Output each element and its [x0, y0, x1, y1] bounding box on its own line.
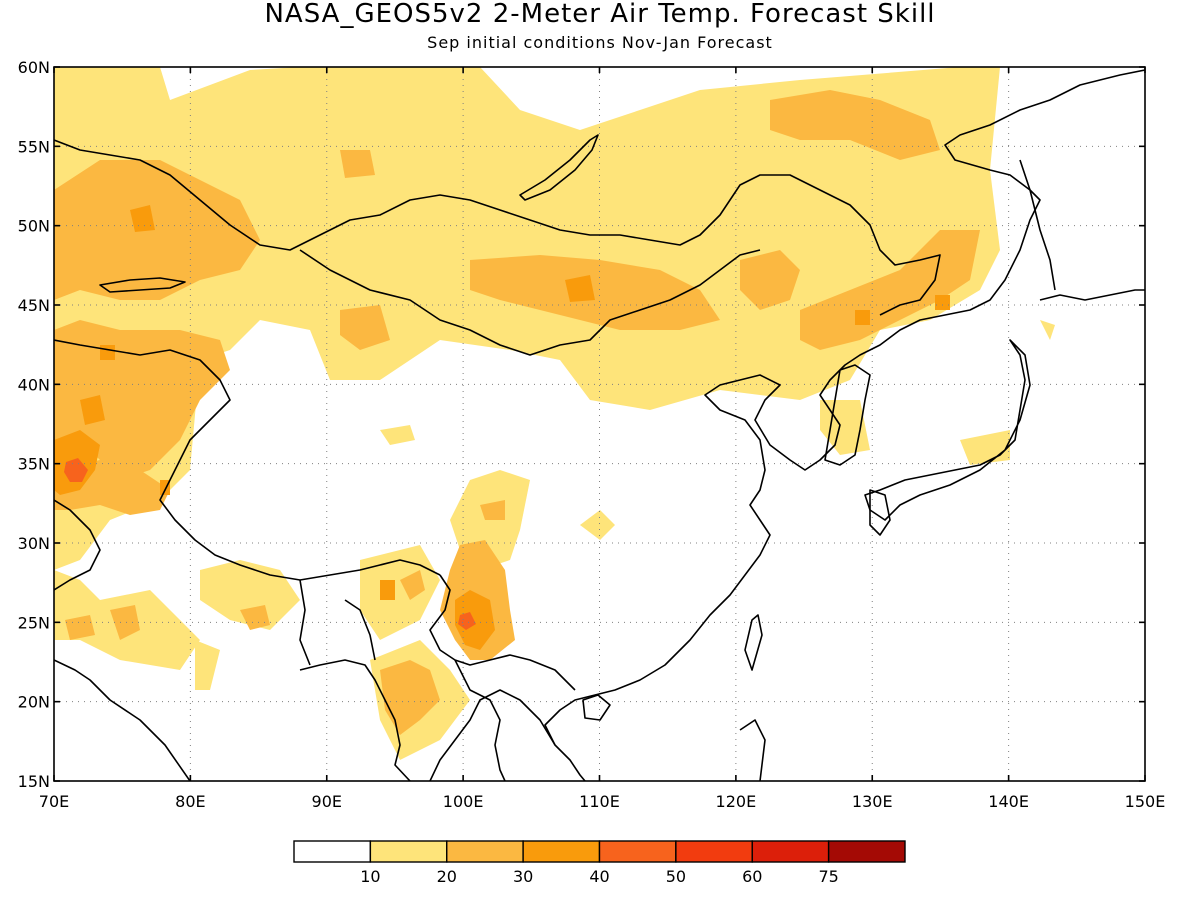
colorbar-swatch: [827, 840, 906, 863]
lon-label: 150E: [1125, 792, 1166, 811]
colorbar-swatch: [522, 840, 601, 863]
lon-label: 120E: [716, 792, 757, 811]
lake-baikal: [519, 134, 599, 201]
lat-label: 25N: [18, 613, 50, 632]
border-himalaya: [429, 574, 576, 691]
lat-label: 40N: [18, 375, 50, 394]
lat-label: 20N: [18, 693, 50, 712]
coastline-kyushu: [869, 489, 891, 536]
lat-label: 35N: [18, 455, 50, 474]
colorbar-label: 10: [360, 867, 380, 886]
coastline-japan-hokkaido: [1039, 289, 1145, 301]
colorbar: [293, 840, 906, 863]
colorbar-label: 75: [818, 867, 838, 886]
coastlines-and-borders: [54, 69, 1145, 781]
lat-label: 15N: [18, 772, 50, 791]
border-mongolia-south: [299, 249, 761, 356]
lake-balkhash: [99, 277, 186, 293]
coastline-east-asia: [544, 69, 1145, 781]
axis-ticks: [53, 66, 1146, 782]
map-subtitle: Sep initial conditions Nov-Jan Forecast: [427, 33, 773, 52]
skill-shading: [54, 67, 1055, 760]
lat-label: 55N: [18, 137, 50, 156]
lat-label: 50N: [18, 217, 50, 236]
colorbar-label: 40: [589, 867, 609, 886]
colorbar-swatch: [446, 840, 524, 863]
lon-label: 100E: [443, 792, 484, 811]
lon-label: 70E: [39, 792, 69, 811]
colorbar-swatch: [598, 840, 677, 863]
colorbar-labels: 10 20 30 40 50 60 75: [360, 867, 839, 886]
border-myanmar: [344, 599, 376, 661]
colorbar-label: 60: [742, 867, 762, 886]
colorbar-label: 50: [666, 867, 686, 886]
colorbar-label: 30: [513, 867, 533, 886]
lat-label: 60N: [18, 58, 50, 77]
coastline-philippines: [739, 719, 766, 781]
coastline-taiwan: [744, 614, 763, 671]
border-central-asia: [54, 339, 441, 581]
lon-label: 140E: [988, 792, 1029, 811]
border-india-east: [299, 579, 311, 666]
coastline-korea: [824, 364, 871, 466]
shading-level-40-50: [64, 458, 476, 630]
coastline-indochina: [429, 689, 556, 781]
coastline-japan-honshu: [864, 339, 1031, 521]
map-title: NASA_GEOS5v2 2-Meter Air Temp. Forecast …: [264, 0, 936, 29]
colorbar-swatch: [751, 840, 830, 863]
border-south-asia-west: [54, 499, 101, 591]
border-northern: [54, 139, 941, 316]
colorbar-label: 20: [437, 867, 457, 886]
shading-level-10-20: [54, 67, 1055, 760]
coastline-south-asia: [54, 659, 191, 781]
colorbar-swatch: [369, 840, 448, 863]
colorbar-swatch: [675, 840, 753, 863]
longitude-labels: 70E 80E 90E 100E 110E 120E 130E 140E 150E: [39, 792, 1166, 811]
coastline-hainan: [582, 694, 611, 721]
latitude-labels: 15N 20N 25N 30N 35N 40N 45N 50N 55N 60N: [18, 58, 50, 791]
lat-label: 45N: [18, 296, 50, 315]
lon-label: 130E: [852, 792, 893, 811]
lat-label: 30N: [18, 534, 50, 553]
lon-label: 90E: [312, 792, 342, 811]
border-indochina: [454, 659, 506, 781]
shading-level-20-30: [54, 90, 980, 735]
lon-label: 80E: [175, 792, 205, 811]
coastline-sakhalin: [1019, 159, 1056, 291]
lon-label: 110E: [579, 792, 620, 811]
colorbar-swatch: [293, 840, 372, 863]
coastline-bay-of-bengal: [299, 659, 411, 781]
